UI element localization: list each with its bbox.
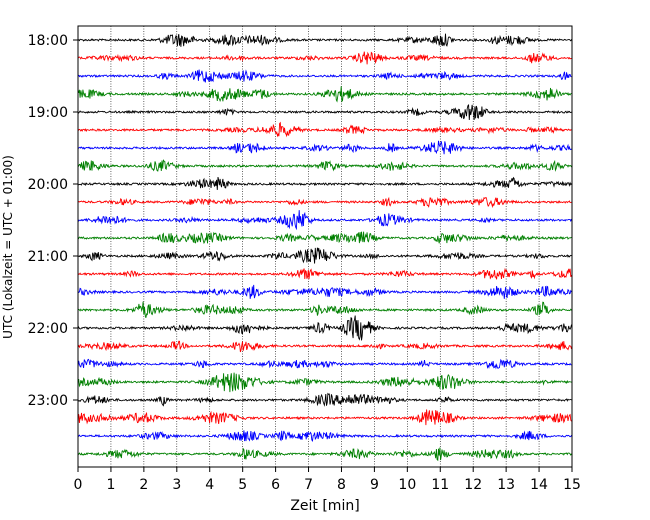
x-tick-label: 9	[370, 477, 379, 493]
y-axis-label: UTC (Lokalzeit = UTC + 01:00)	[1, 155, 15, 339]
x-tick-label: 13	[497, 477, 515, 493]
x-tick-label: 5	[238, 477, 247, 493]
y-tick-label: 20:00	[28, 177, 68, 193]
x-tick-label: 6	[271, 477, 280, 493]
x-tick-label: 3	[172, 477, 181, 493]
y-tick-label: 18:00	[28, 33, 68, 49]
x-tick-label: 15	[563, 477, 581, 493]
x-tick-label: 2	[139, 477, 148, 493]
y-tick-label: 23:00	[28, 393, 68, 409]
x-tick-label: 12	[464, 477, 482, 493]
y-tick-label: 22:00	[28, 321, 68, 337]
x-tick-label: 14	[530, 477, 548, 493]
x-axis-ticks: 0 1 2 3 4 5 6 7 8 9 10 11 12 13 14 15	[74, 467, 581, 493]
x-tick-label: 7	[304, 477, 313, 493]
y-axis-ticks: 18:00 19:00 20:00 21:00 22:00 23:00	[28, 33, 78, 409]
x-tick-label: 8	[337, 477, 346, 493]
y-tick-label: 21:00	[28, 249, 68, 265]
x-tick-label: 10	[398, 477, 416, 493]
x-tick-label: 4	[205, 477, 214, 493]
x-tick-label: 0	[74, 477, 83, 493]
x-tick-label: 11	[431, 477, 449, 493]
y-tick-label: 19:00	[28, 105, 68, 121]
x-tick-label: 1	[106, 477, 115, 493]
x-axis-label: Zeit [min]	[290, 498, 359, 514]
